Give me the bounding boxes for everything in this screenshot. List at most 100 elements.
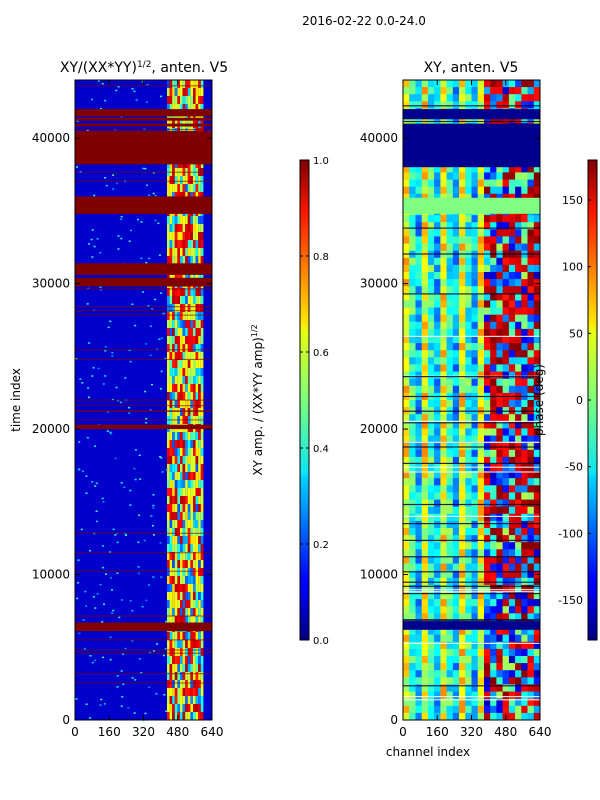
phase-flag-line (403, 581, 540, 583)
phase-cell (427, 336, 435, 344)
amplitude-cell (167, 512, 170, 520)
phase-cell (533, 279, 541, 287)
amplitude-cell (169, 640, 173, 648)
amplitude-cell (195, 592, 199, 600)
amplitude-speckle (91, 661, 94, 664)
phase-cell (502, 293, 510, 301)
phase-cell (459, 634, 466, 643)
amplitude-cell (172, 96, 175, 104)
phase-cell (490, 535, 497, 543)
phase-cell (515, 94, 522, 102)
phase-cell (508, 613, 516, 621)
amplitude-speckle (99, 252, 102, 254)
amplitude-cell (169, 616, 173, 624)
phase-cell (459, 321, 466, 330)
phase-cell (434, 400, 441, 408)
amplitude-cell (200, 528, 204, 536)
amplitude-speckle (78, 632, 81, 635)
amplitude-cell (169, 328, 173, 336)
amplitude-cell (167, 632, 170, 640)
phase-cell (434, 563, 441, 571)
amplitude-cell (177, 104, 180, 112)
amplitude-cell (187, 512, 191, 520)
amplitude-speckle (152, 576, 155, 578)
phase-cell (521, 691, 528, 699)
amplitude-cell (198, 704, 201, 712)
phase-cell (403, 656, 410, 664)
phase-cell (471, 314, 478, 323)
amplitude-cell (174, 616, 178, 624)
amplitude-cell (180, 648, 183, 656)
amplitude-cell (167, 608, 170, 616)
phase-cell (471, 513, 478, 522)
phase-cell (459, 215, 466, 223)
phase-cell (459, 542, 466, 550)
phase-cell (409, 670, 416, 678)
amplitude-cell (185, 344, 188, 352)
phase-cell (465, 670, 472, 678)
amplitude-speckle (151, 525, 154, 527)
amplitude-cell (195, 376, 199, 384)
amplitude-flag-line (75, 85, 212, 87)
phase-cell (521, 599, 528, 607)
amplitude-cell (187, 544, 191, 552)
phase-cell (484, 456, 491, 465)
phase-cell (427, 279, 435, 287)
phase-cell (477, 243, 485, 251)
phase-cell (446, 350, 454, 358)
phase-cell (446, 584, 454, 593)
amplitude-speckle (112, 528, 115, 531)
phase-cell (446, 215, 454, 223)
amplitude-cell (180, 480, 183, 488)
phase-cell (434, 314, 441, 323)
amplitude-cell (190, 584, 193, 592)
phase-cell (533, 577, 541, 586)
amplitude-cell (187, 320, 191, 328)
phase-cell (496, 350, 503, 358)
phase-cell (496, 542, 503, 550)
phase-cell (533, 712, 541, 721)
amplitude-speckle (91, 98, 93, 101)
phase-cell (477, 307, 485, 315)
amplitude-cell (198, 464, 201, 472)
amplitude-speckle (112, 174, 115, 176)
phase-cell (508, 328, 516, 337)
amplitude-cell (167, 240, 170, 248)
phase-cell (409, 385, 416, 394)
amplitude-cell (190, 656, 193, 664)
phase-cell (484, 80, 491, 88)
amplitude-cell (167, 320, 170, 328)
amplitude-cell (177, 184, 180, 192)
phase-cell (502, 606, 510, 614)
phase-cell (415, 378, 422, 387)
amplitude-speckle (115, 89, 118, 92)
amplitude-cell (180, 184, 183, 192)
amplitude-cell (193, 648, 196, 656)
amplitude-cell (187, 296, 191, 304)
phase-cell (496, 570, 503, 579)
amplitude-flag-line (75, 570, 212, 572)
amplitude-cell (187, 600, 191, 608)
amplitude-cell (180, 696, 183, 704)
phase-cell (434, 449, 441, 458)
phase-cell (515, 186, 522, 195)
amplitude-cell (167, 616, 170, 624)
amplitude-cell (174, 344, 178, 352)
phase-cell (409, 350, 416, 358)
phase-cell (465, 257, 472, 266)
phase-cell (527, 641, 534, 650)
amplitude-flag-line (75, 673, 212, 675)
phase-cell (508, 456, 516, 465)
amplitude-cell (193, 232, 196, 240)
amplitude-cell (190, 368, 193, 376)
phase-cell (421, 215, 429, 223)
amplitude-cell (177, 712, 180, 720)
amplitude-cell (193, 440, 196, 448)
amplitude-cell (174, 632, 178, 640)
phase-cell (496, 471, 503, 479)
phase-cell (446, 257, 454, 266)
phase-cell (515, 371, 522, 379)
phase-cell (508, 592, 516, 600)
phase-cell (527, 307, 534, 315)
amplitude-cell (174, 296, 178, 304)
